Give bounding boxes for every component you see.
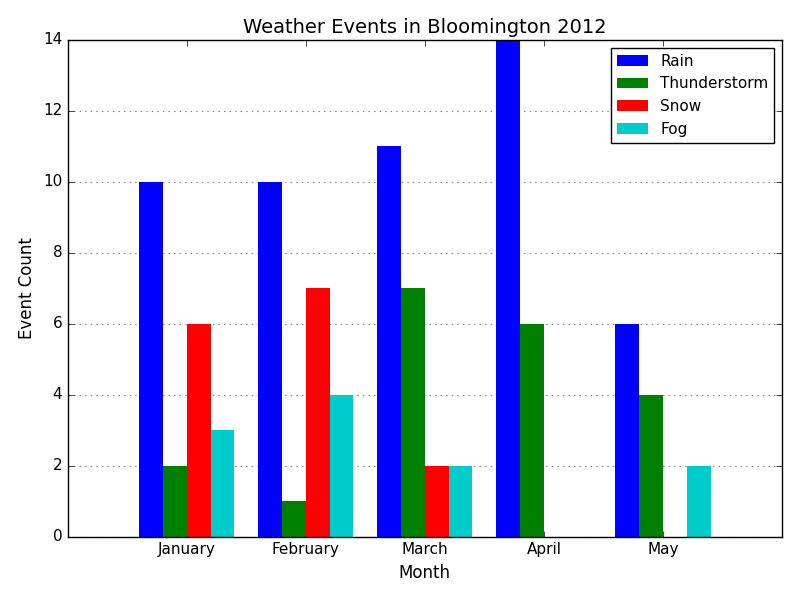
Bar	[401, 288, 425, 536]
Bar	[258, 182, 282, 536]
Bar	[186, 323, 210, 536]
Bar	[686, 466, 710, 536]
Bar	[139, 182, 163, 536]
Bar	[639, 395, 663, 536]
Bar	[330, 395, 354, 536]
Title: Weather Events in Bloomington 2012: Weather Events in Bloomington 2012	[243, 18, 606, 37]
Bar	[306, 288, 330, 536]
Bar	[615, 323, 639, 536]
Bar	[378, 146, 401, 536]
Bar	[449, 466, 473, 536]
Bar	[210, 430, 234, 536]
Y-axis label: Event Count: Event Count	[18, 237, 36, 339]
Bar	[282, 501, 306, 536]
Bar	[163, 466, 186, 536]
Legend: Rain, Thunderstorm, Snow, Fog: Rain, Thunderstorm, Snow, Fog	[611, 47, 774, 143]
Bar	[520, 323, 544, 536]
Bar	[496, 40, 520, 536]
Bar	[425, 466, 449, 536]
X-axis label: Month: Month	[399, 564, 451, 582]
